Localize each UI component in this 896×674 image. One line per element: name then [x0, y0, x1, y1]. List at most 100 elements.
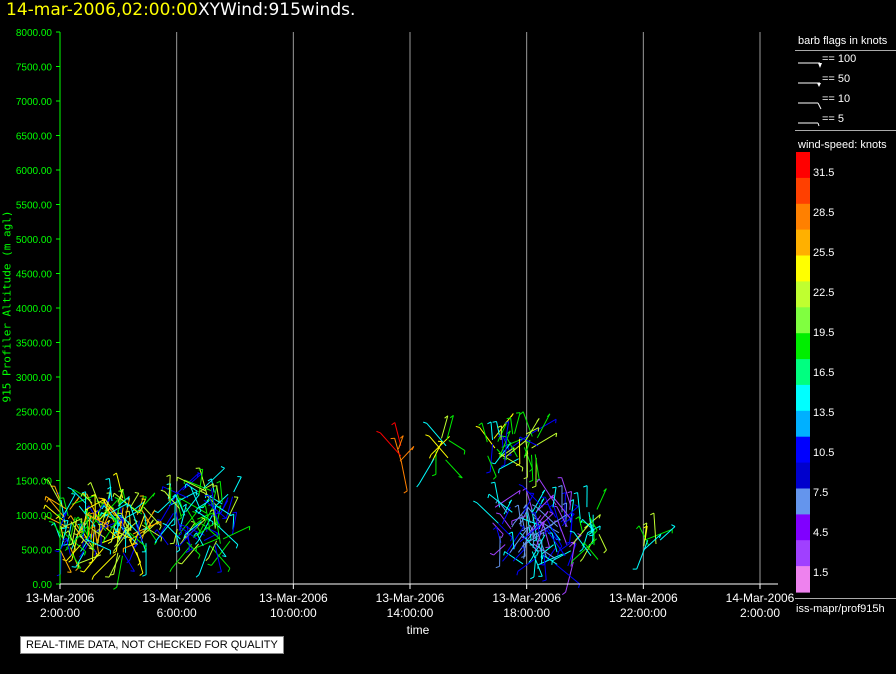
wind-barb	[210, 488, 217, 516]
wind-barb	[222, 525, 250, 540]
wind-barb-flag	[71, 566, 76, 568]
wind-barb-flag	[567, 491, 572, 494]
wind-barb	[59, 518, 83, 530]
wind-barb	[77, 516, 89, 537]
wind-barb-flag	[81, 539, 85, 544]
wind-barb-flag	[89, 512, 95, 515]
colorbar-segment	[796, 566, 810, 593]
wind-barb-flag	[216, 480, 221, 484]
y-tick-label: 5000.00	[16, 235, 53, 246]
wind-barb-flag	[108, 497, 111, 502]
wind-barb	[97, 528, 100, 544]
barb-legend-50: == 50	[792, 71, 896, 91]
wind-barb-flag	[565, 541, 570, 544]
wind-barb-flag	[490, 481, 495, 484]
wind-barb-flag	[197, 471, 202, 475]
wind-barb-flag	[160, 537, 163, 542]
wind-barb	[541, 544, 554, 555]
wind-barb-flag	[159, 525, 162, 530]
wind-barb	[555, 563, 581, 585]
wind-barb-flag	[540, 520, 545, 524]
wind-barb	[123, 517, 142, 537]
wind-barb	[93, 553, 117, 577]
wind-barb-flag	[112, 492, 115, 498]
wind-barb	[506, 526, 525, 553]
wind-barb	[645, 528, 673, 541]
wind-barb	[233, 476, 242, 493]
wind-barb	[525, 515, 542, 539]
full-barb-icon	[798, 102, 822, 110]
wind-barb-flag	[509, 548, 513, 553]
wind-barb-flag	[506, 417, 511, 420]
wind-barb	[185, 507, 201, 533]
wind-barb	[174, 494, 186, 516]
legend-divider	[795, 130, 896, 131]
wind-barb-flag	[118, 499, 121, 504]
wind-barb-flag	[531, 504, 537, 507]
wind-barb-flag	[157, 519, 162, 521]
x-tick-time: 2:00:00	[40, 606, 80, 620]
colorbar-segment	[796, 229, 810, 257]
wind-barb	[215, 505, 232, 517]
wind-barb	[476, 502, 499, 524]
wind-barb-flag	[67, 515, 72, 520]
wind-barb	[104, 510, 118, 522]
wind-barb-flag	[495, 565, 500, 569]
wind-barb-flag	[197, 510, 202, 515]
wind-barb-flag	[658, 534, 662, 539]
colorbar-segment	[796, 436, 810, 464]
wind-barb	[186, 541, 201, 556]
colorbar-label: 28.5	[813, 207, 834, 219]
wind-barb-flag	[198, 468, 203, 471]
wind-barb-flag	[518, 483, 523, 487]
wind-barb	[129, 492, 140, 508]
wind-barb	[499, 536, 501, 567]
wind-barb-flag	[214, 505, 217, 510]
wind-barb	[86, 510, 89, 541]
wind-barb	[203, 467, 225, 489]
wind-barb-flag	[217, 571, 222, 573]
wind-barb-flag	[91, 575, 95, 580]
wind-barb-flag	[541, 555, 544, 560]
wind-barb	[538, 478, 557, 506]
wind-barb	[394, 422, 402, 446]
wind-barb	[517, 558, 536, 572]
wind-barb-flag	[103, 499, 106, 504]
wind-barb	[214, 522, 239, 545]
wind-barb-flag	[569, 530, 574, 533]
data-source-label: iss-mapr/prof915h	[796, 603, 885, 615]
wind-barb	[116, 523, 130, 545]
y-tick-label: 4500.00	[16, 270, 53, 281]
wind-barb-flag	[489, 552, 494, 556]
wind-barb	[426, 423, 447, 447]
wind-barb-flag	[546, 413, 551, 418]
wind-barb-flag	[195, 508, 198, 513]
colorbar-segment	[796, 307, 810, 334]
wind-barb	[522, 493, 535, 515]
wind-barb-flag	[508, 499, 512, 504]
y-tick-label: 1000.00	[16, 511, 53, 522]
colorbar-title: wind-speed: knots	[798, 139, 887, 151]
wind-barb	[79, 534, 93, 550]
wind-barb-flag	[227, 568, 231, 573]
wind-barb-flag	[528, 479, 533, 483]
wind-barb	[90, 482, 102, 510]
wind-barb-flag	[571, 560, 574, 565]
wind-barb	[168, 474, 171, 501]
wind-barb	[213, 509, 216, 529]
wind-barb	[90, 512, 95, 540]
wind-barb-flag	[134, 492, 139, 494]
wind-barb-flag	[195, 540, 199, 545]
wind-barb	[531, 454, 534, 481]
wind-barb	[71, 494, 96, 505]
wind-barb	[104, 498, 120, 519]
wind-barb-flag	[67, 486, 72, 490]
y-tick-label: 1500.00	[16, 477, 53, 488]
wind-barb-flag	[504, 420, 509, 424]
wind-barb	[186, 525, 191, 551]
page-title: XYWind:915winds.	[198, 0, 356, 20]
wind-barb	[497, 522, 513, 538]
colorbar-label: 19.5	[813, 327, 834, 339]
wind-barb	[184, 479, 212, 492]
